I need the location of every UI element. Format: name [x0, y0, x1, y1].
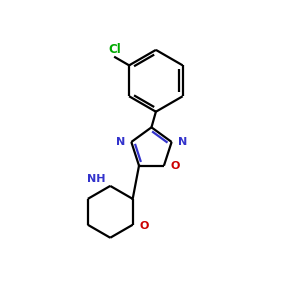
Text: N: N	[116, 137, 125, 147]
Text: N: N	[178, 137, 188, 147]
Text: O: O	[170, 161, 180, 171]
Text: O: O	[139, 221, 148, 231]
Text: Cl: Cl	[109, 43, 122, 56]
Text: NH: NH	[87, 174, 106, 184]
